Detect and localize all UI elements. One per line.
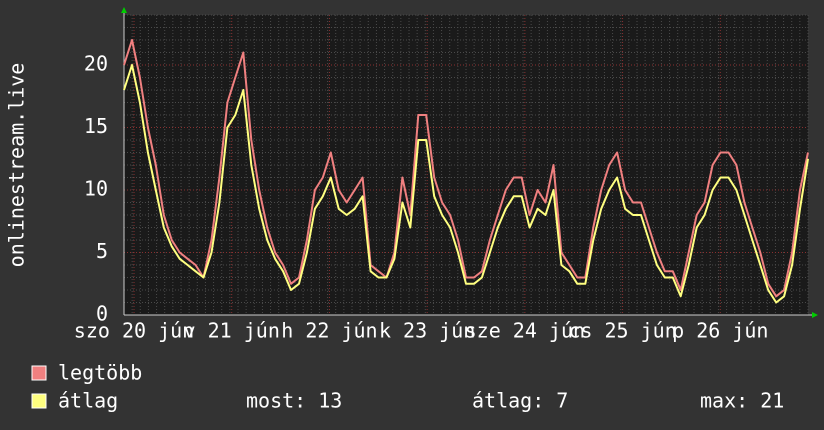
legend-swatch — [31, 365, 47, 381]
y-tick-label: 5 — [96, 239, 108, 263]
legend-swatch — [31, 393, 47, 409]
y-axis-label: onlinestream.live — [5, 63, 29, 268]
legend-label: legtöbb — [58, 361, 142, 385]
series-line — [123, 64, 809, 304]
y-tick-label: 15 — [84, 114, 108, 138]
y-tick-label: 10 — [84, 177, 108, 201]
x-tick-label: szo 20 jún — [74, 319, 194, 343]
legend-stat: átlag: 7 — [472, 389, 568, 413]
x-tick-label: sze 24 jún — [465, 319, 585, 343]
marks — [123, 39, 809, 304]
x-tick-label: cs 25 jún — [568, 319, 676, 343]
series-line — [123, 39, 809, 298]
legend-stat: max: 21 — [700, 389, 784, 413]
legend: legtöbb átlag most: 13 átlag: 7 max: 21 — [31, 361, 784, 413]
x-tick-label: p 26 jún — [672, 319, 768, 343]
axis-arrow — [121, 7, 127, 13]
y-tick-label: 0 — [96, 302, 108, 326]
axis-arrow — [812, 312, 818, 318]
x-tick-label: k 23 jún — [379, 319, 475, 343]
y-tick-label: 20 — [84, 52, 108, 76]
legend-label: átlag — [58, 389, 118, 413]
x-tick-label: v 21 jún — [184, 319, 280, 343]
x-tick-label: h 22 jún — [281, 319, 377, 343]
legend-stat: most: 13 — [246, 389, 342, 413]
